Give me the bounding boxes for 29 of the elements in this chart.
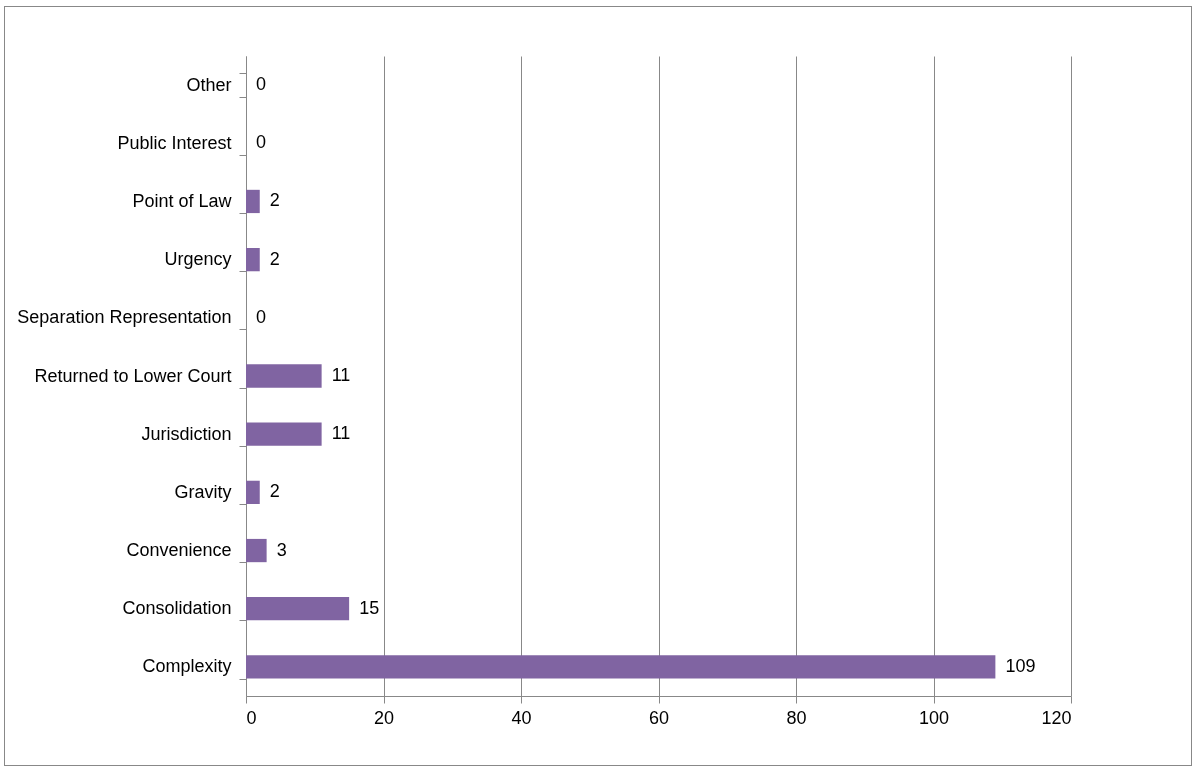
- x-tick-label: 80: [786, 707, 807, 728]
- x-tick-label: 120: [1041, 707, 1072, 728]
- data-label: 0: [256, 74, 267, 95]
- x-tick-label: 20: [373, 707, 395, 728]
- data-label: 3: [276, 539, 287, 560]
- data-label: 109: [1005, 655, 1036, 676]
- x-tick-label: 40: [511, 707, 532, 728]
- y-tick-label: Urgency: [164, 249, 232, 270]
- y-tick-label: Separation Representation: [17, 307, 232, 328]
- y-tick-label: Jurisdiction: [141, 423, 232, 444]
- x-tick-label: 0: [246, 707, 257, 728]
- data-label: 0: [256, 306, 267, 327]
- data-label: 11: [331, 423, 351, 444]
- data-label: 15: [359, 597, 380, 618]
- data-label: 2: [269, 190, 280, 211]
- x-tick-label: 60: [648, 707, 670, 728]
- y-tick-label: Public Interest: [117, 132, 232, 153]
- x-tick-label: 100: [918, 707, 950, 728]
- y-tick-label: Complexity: [142, 656, 232, 677]
- data-label: 2: [269, 248, 280, 269]
- y-tick-label: Point of Law: [132, 190, 233, 211]
- data-label: 0: [256, 132, 267, 153]
- y-tick-label: Consolidation: [122, 598, 232, 619]
- y-tick-label: Other: [186, 74, 232, 95]
- data-label: 2: [269, 481, 280, 502]
- y-tick-label: Returned to Lower Court: [34, 365, 232, 386]
- y-tick-label: Convenience: [126, 540, 232, 561]
- y-tick-label: Gravity: [174, 481, 232, 502]
- data-label: 11: [331, 365, 351, 385]
